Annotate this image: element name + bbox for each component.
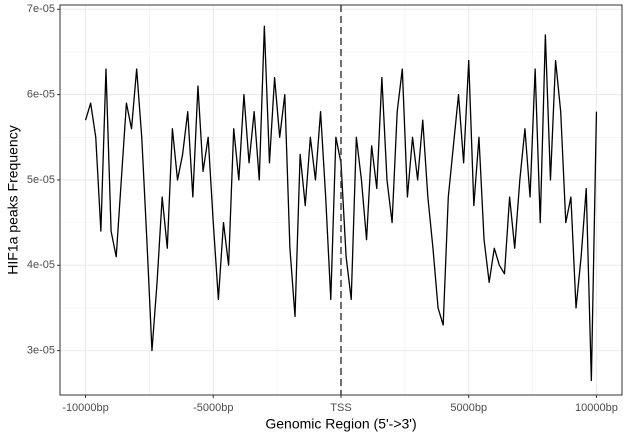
x-tick-label: 5000bp bbox=[450, 402, 487, 414]
y-tick-label: 3e-05 bbox=[27, 345, 55, 357]
x-tick-label: -10000bp bbox=[62, 402, 109, 414]
x-axis-label: Genomic Region (5'->3') bbox=[265, 416, 416, 432]
x-tick-label: -5000bp bbox=[193, 402, 233, 414]
y-tick-label: 4e-05 bbox=[27, 259, 55, 271]
y-axis-label: HIF1a peaks Frequency bbox=[5, 125, 21, 274]
y-tick-label: 6e-05 bbox=[27, 89, 55, 101]
y-tick-label: 5e-05 bbox=[27, 174, 55, 186]
panel-border bbox=[59, 4, 623, 396]
x-tick-label: TSS bbox=[330, 402, 351, 414]
y-tick-label: 7e-05 bbox=[27, 3, 55, 15]
x-tick-label: 10000bp bbox=[575, 402, 618, 414]
